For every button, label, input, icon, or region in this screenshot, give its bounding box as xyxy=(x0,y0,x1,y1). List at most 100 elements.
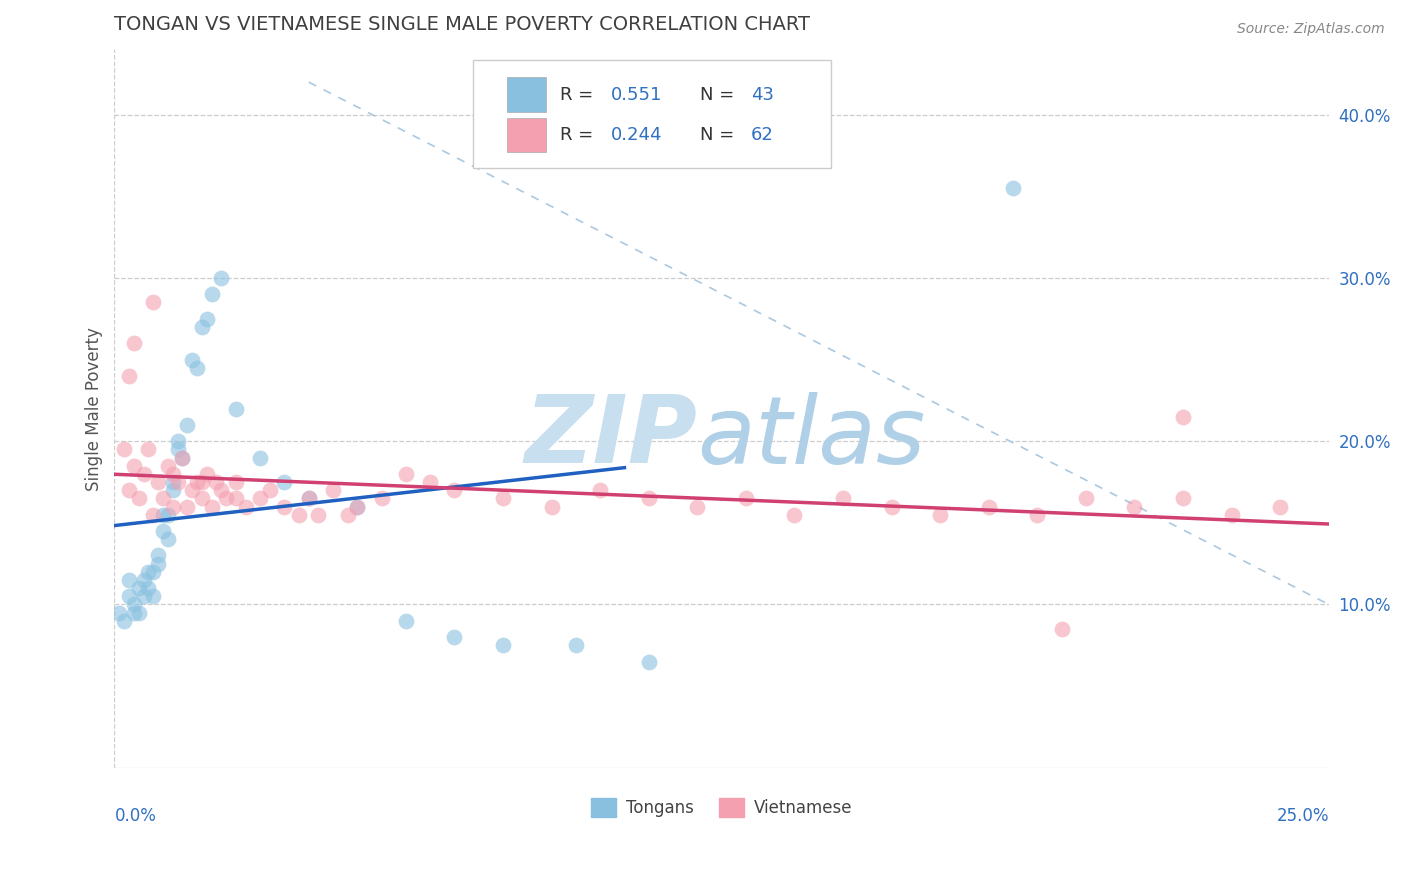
Text: 62: 62 xyxy=(751,126,773,144)
Point xyxy=(637,655,659,669)
Point xyxy=(186,475,208,489)
Point xyxy=(1074,491,1097,506)
Point xyxy=(162,483,184,498)
Point xyxy=(288,508,311,522)
Point xyxy=(181,483,204,498)
Point xyxy=(132,573,155,587)
Text: atlas: atlas xyxy=(697,392,925,483)
Point xyxy=(259,483,281,498)
Point xyxy=(156,508,179,522)
Point xyxy=(112,442,135,457)
Text: TONGAN VS VIETNAMESE SINGLE MALE POVERTY CORRELATION CHART: TONGAN VS VIETNAMESE SINGLE MALE POVERTY… xyxy=(114,15,810,34)
Point xyxy=(215,491,238,506)
Point xyxy=(540,500,562,514)
Point xyxy=(128,606,150,620)
FancyBboxPatch shape xyxy=(506,118,546,153)
Point xyxy=(734,491,756,506)
Point xyxy=(492,491,515,506)
Point xyxy=(1050,622,1073,636)
Text: N =: N = xyxy=(700,86,740,103)
Point xyxy=(108,606,131,620)
Point xyxy=(142,508,165,522)
Point xyxy=(128,581,150,595)
Point xyxy=(176,417,198,432)
Text: ZIP: ZIP xyxy=(524,392,697,483)
Point xyxy=(112,614,135,628)
Point xyxy=(832,491,855,506)
Point xyxy=(122,458,145,473)
Point xyxy=(122,606,145,620)
Text: R =: R = xyxy=(560,126,599,144)
Point xyxy=(1171,491,1194,506)
Point xyxy=(395,467,418,481)
Point xyxy=(443,483,465,498)
Point xyxy=(209,483,232,498)
Text: 0.0%: 0.0% xyxy=(114,807,156,825)
Point xyxy=(142,589,165,603)
Point xyxy=(419,475,441,489)
Point xyxy=(146,557,169,571)
Text: R =: R = xyxy=(560,86,599,103)
Point xyxy=(195,467,218,481)
Point xyxy=(191,320,214,334)
Point xyxy=(395,614,418,628)
Point xyxy=(176,500,198,514)
Point xyxy=(225,475,247,489)
Point xyxy=(209,271,232,285)
Point xyxy=(1171,409,1194,424)
Point xyxy=(152,524,174,538)
Point xyxy=(225,401,247,416)
Point xyxy=(200,500,222,514)
Point xyxy=(118,589,141,603)
Point xyxy=(132,467,155,481)
Point xyxy=(565,638,588,652)
Point xyxy=(138,565,160,579)
Point xyxy=(200,287,222,301)
Point xyxy=(637,491,659,506)
Legend: Tongans, Vietnamese: Tongans, Vietnamese xyxy=(585,791,859,824)
Point xyxy=(191,475,214,489)
Point xyxy=(118,483,141,498)
Point xyxy=(122,598,145,612)
Text: Source: ZipAtlas.com: Source: ZipAtlas.com xyxy=(1237,22,1385,37)
FancyBboxPatch shape xyxy=(472,61,831,168)
Point xyxy=(249,450,271,465)
Point xyxy=(166,475,188,489)
Point xyxy=(298,491,321,506)
Point xyxy=(235,500,257,514)
Point xyxy=(156,458,179,473)
Point xyxy=(162,467,184,481)
Point xyxy=(929,508,952,522)
Point xyxy=(977,500,1000,514)
Point xyxy=(118,368,141,383)
FancyBboxPatch shape xyxy=(506,78,546,112)
Point xyxy=(783,508,806,522)
Point xyxy=(146,549,169,563)
Point xyxy=(273,475,295,489)
Point xyxy=(138,581,160,595)
Point xyxy=(346,500,368,514)
Point xyxy=(249,491,271,506)
Point xyxy=(156,532,179,546)
Point xyxy=(1123,500,1146,514)
Point xyxy=(142,295,165,310)
Point xyxy=(152,508,174,522)
Point xyxy=(1026,508,1049,522)
Point xyxy=(307,508,329,522)
Text: 43: 43 xyxy=(751,86,773,103)
Point xyxy=(181,352,204,367)
Text: 0.244: 0.244 xyxy=(612,126,662,144)
Point xyxy=(195,311,218,326)
Y-axis label: Single Male Poverty: Single Male Poverty xyxy=(86,326,103,491)
Point xyxy=(162,475,184,489)
Point xyxy=(172,450,194,465)
Point xyxy=(166,442,188,457)
Point xyxy=(146,475,169,489)
Point xyxy=(492,638,515,652)
Point xyxy=(205,475,228,489)
Point xyxy=(142,565,165,579)
Point xyxy=(443,630,465,644)
Text: 25.0%: 25.0% xyxy=(1277,807,1329,825)
Point xyxy=(336,508,359,522)
Point xyxy=(298,491,321,506)
